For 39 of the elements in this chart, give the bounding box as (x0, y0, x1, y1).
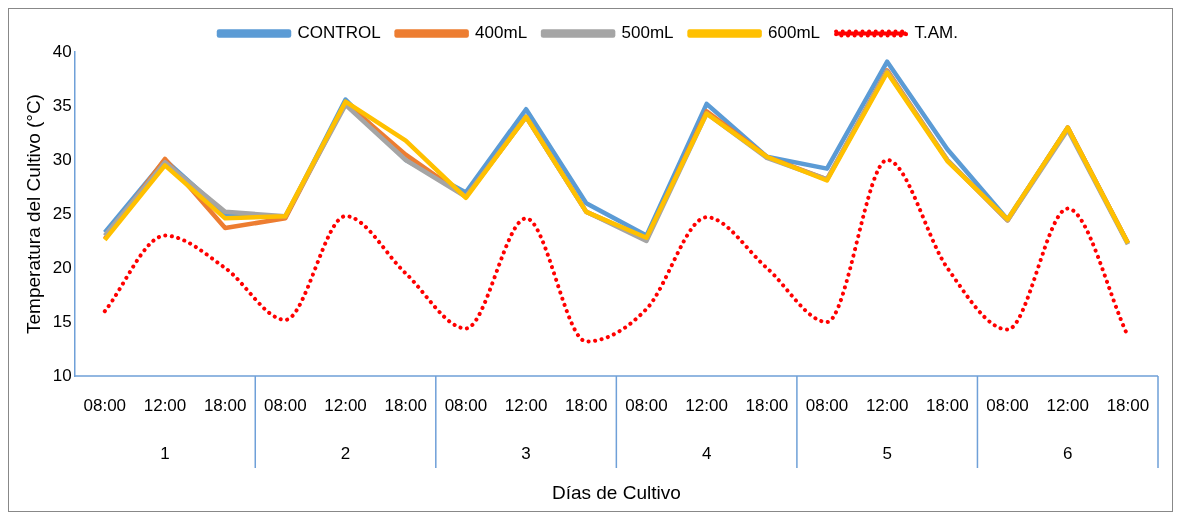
text: 2 (340, 443, 351, 463)
x-tick-label: 08:00 (444, 395, 488, 415)
y-tick-label: 25 (52, 203, 72, 223)
y-tick-label: 35 (52, 95, 72, 115)
x-tick-label: 18:00 (745, 395, 789, 415)
x-tick-label: 08:00 (264, 395, 307, 415)
x-tick-label: 08:00 (805, 395, 849, 415)
x-tick-label: 18:00 (384, 395, 427, 415)
x-tick-label: 08:00 (986, 395, 1029, 415)
text: 5 (882, 443, 892, 463)
y-tick-label: 15 (52, 311, 72, 331)
y-tick-label: 20 (52, 257, 72, 277)
x-tick-label: 12:00 (324, 395, 367, 415)
x-axis-title: Días de Cultivo (551, 482, 681, 504)
x-tick-label: 18:00 (203, 395, 247, 415)
y-axis-title: Temperatura del Cultivo (°C) (22, 94, 44, 334)
x-tick-label: 08:00 (83, 395, 127, 415)
x-tick-label: 12:00 (685, 395, 728, 415)
y-tick-label: 10 (52, 365, 72, 385)
text: 6 (1062, 443, 1073, 463)
y-tick-label: 30 (52, 149, 72, 169)
x-tick-label: 12:00 (143, 395, 187, 415)
x-tick-label: 18:00 (564, 395, 608, 415)
legend-label: 500mL (621, 23, 674, 43)
x-tick-label: 12:00 (504, 395, 548, 415)
line-series (102, 158, 1130, 344)
legend-label: CONTROL (297, 23, 381, 43)
x-tick-label: 18:00 (926, 395, 969, 415)
x-tick-label: 12:00 (865, 395, 909, 415)
legend-label: T.AM. (914, 23, 959, 43)
legend-label: 400mL (475, 23, 528, 43)
text: 1 (160, 443, 170, 463)
text: 4 (701, 443, 712, 463)
x-tick-label: 12:00 (1046, 395, 1089, 415)
y-tick-label: 40 (52, 41, 72, 61)
x-tick-label: 08:00 (625, 395, 668, 415)
text: 3 (521, 443, 531, 463)
legend-label: 600mL (768, 23, 821, 43)
x-tick-label: 18:00 (1106, 395, 1150, 415)
